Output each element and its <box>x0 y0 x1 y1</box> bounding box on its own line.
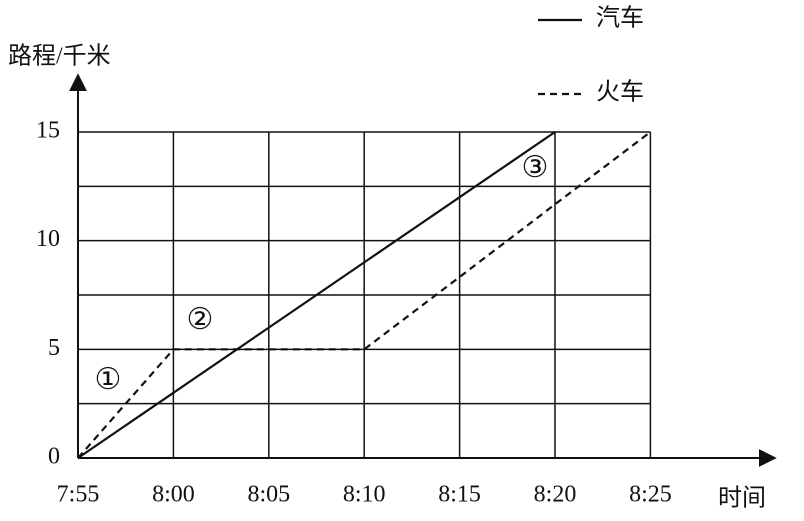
x-tick-label: 8:15 <box>438 482 481 508</box>
x-tick-label: 8:10 <box>343 482 386 508</box>
x-tick-label: 7:55 <box>57 482 100 508</box>
x-tick-label: 8:05 <box>247 482 290 508</box>
y-tick-label: 5 <box>48 335 60 361</box>
x-tick-label: 8:00 <box>152 482 195 508</box>
legend-label: 火车 <box>596 79 644 106</box>
x-tick-label: 8:20 <box>534 482 577 508</box>
legend-label: 汽车 <box>596 5 644 32</box>
series-line <box>77 131 652 459</box>
y-axis-label: 路程/千米 <box>8 43 111 70</box>
series-line <box>77 131 556 459</box>
annotation: ② <box>187 303 214 336</box>
x-tick-label: 8:25 <box>629 482 672 508</box>
annotation: ③ <box>522 151 549 184</box>
x-axis-label: 时间 <box>718 485 766 512</box>
y-tick-label: 15 <box>36 118 60 144</box>
annotation: ① <box>95 363 122 396</box>
y-tick-label: 10 <box>36 226 60 252</box>
y-tick-label: 0 <box>48 444 60 470</box>
